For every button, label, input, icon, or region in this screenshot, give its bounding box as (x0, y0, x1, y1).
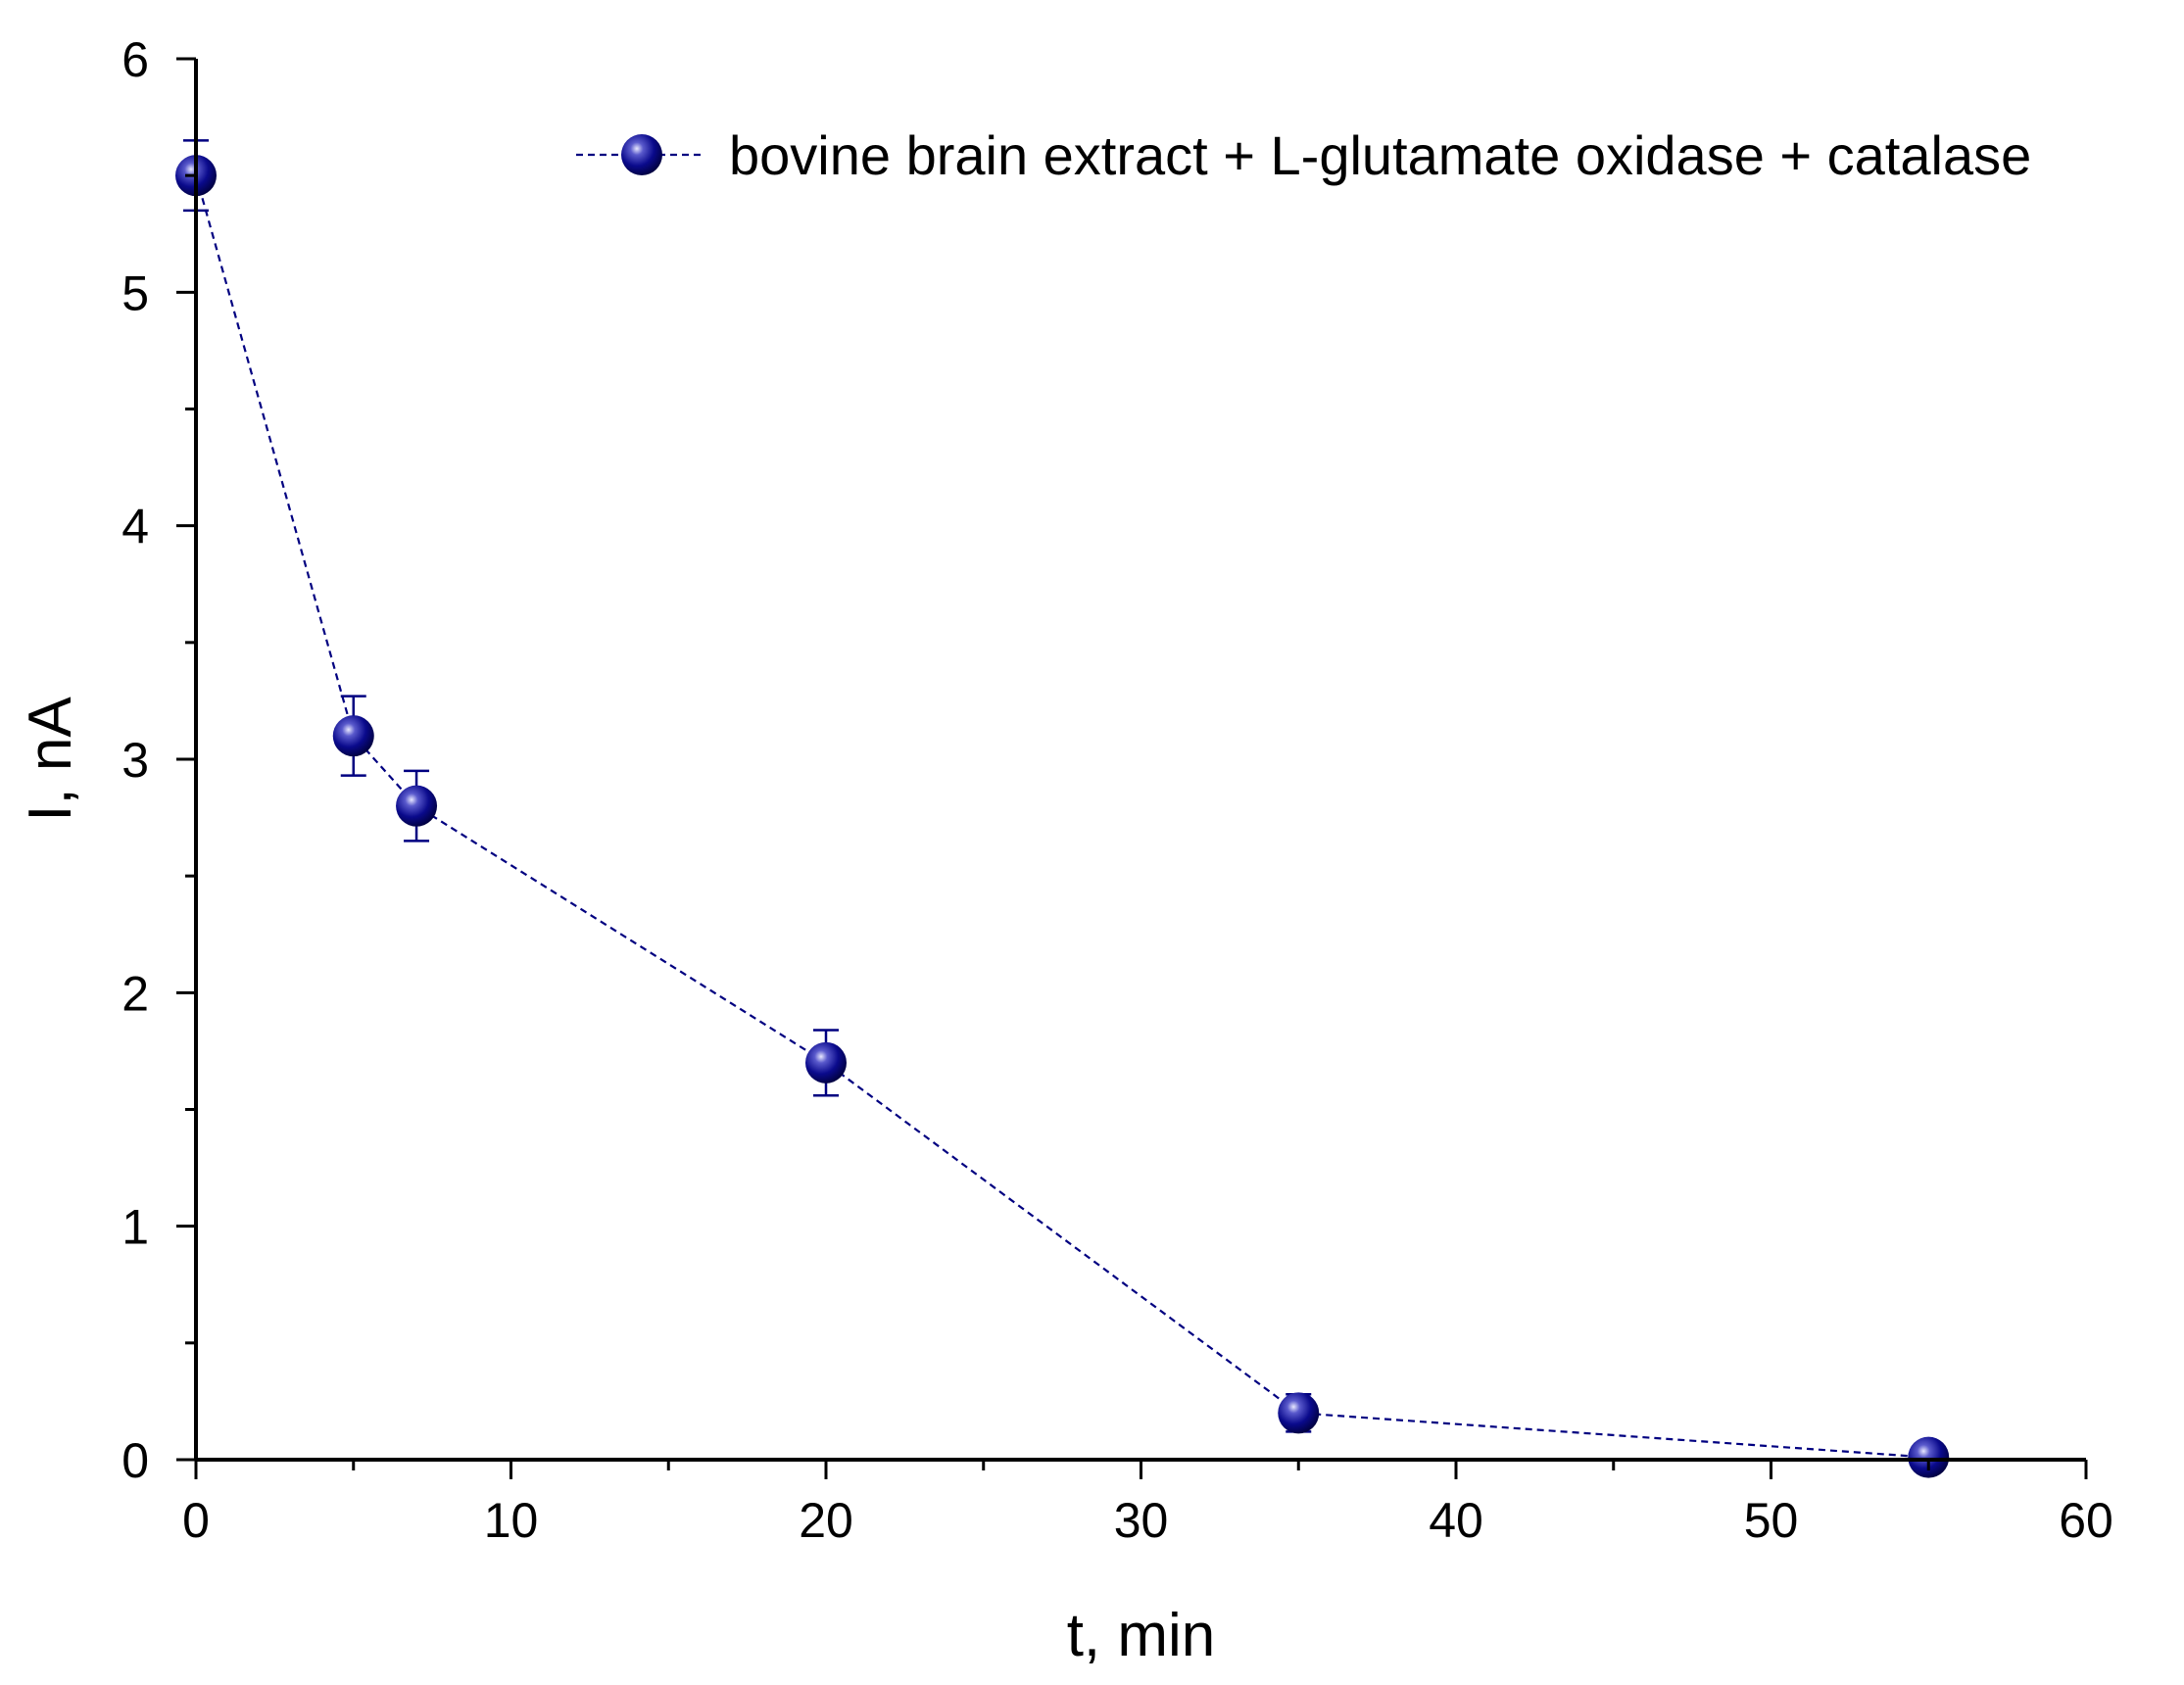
data-point (332, 715, 374, 757)
x-tick-label: 40 (1429, 1493, 1483, 1548)
y-tick-label: 6 (121, 32, 149, 87)
x-tick-label: 60 (2059, 1493, 2113, 1548)
legend-marker (621, 134, 662, 175)
y-axis-title: I, nA (17, 697, 84, 822)
data-point (805, 1041, 847, 1083)
series-line (194, 174, 1929, 1459)
axes: 0 10 20 30 40 50 60 0 1 2 3 4 5 6 (121, 32, 2113, 1548)
y-tick-label: 5 (121, 265, 149, 320)
data-point (396, 785, 438, 827)
legend: bovine brain extract + L-glutamate oxida… (576, 124, 2031, 186)
y-tick-label: 3 (121, 733, 149, 788)
x-axis-title: t, min (1067, 1602, 1216, 1669)
data-point (1908, 1436, 1950, 1478)
x-tick-label: 0 (182, 1493, 210, 1548)
y-tick-label: 0 (121, 1433, 149, 1488)
x-tick-label: 50 (1744, 1493, 1799, 1548)
x-tick-label: 10 (484, 1493, 539, 1548)
legend-label: bovine brain extract + L-glutamate oxida… (729, 124, 2031, 186)
y-tick-label: 2 (121, 966, 149, 1021)
data-point (1278, 1392, 1320, 1434)
y-tick-label: 1 (121, 1200, 149, 1255)
x-tick-label: 20 (799, 1493, 853, 1548)
x-tick-label: 30 (1114, 1493, 1169, 1548)
y-tick-label: 4 (121, 500, 149, 554)
plot-area (175, 139, 1950, 1478)
